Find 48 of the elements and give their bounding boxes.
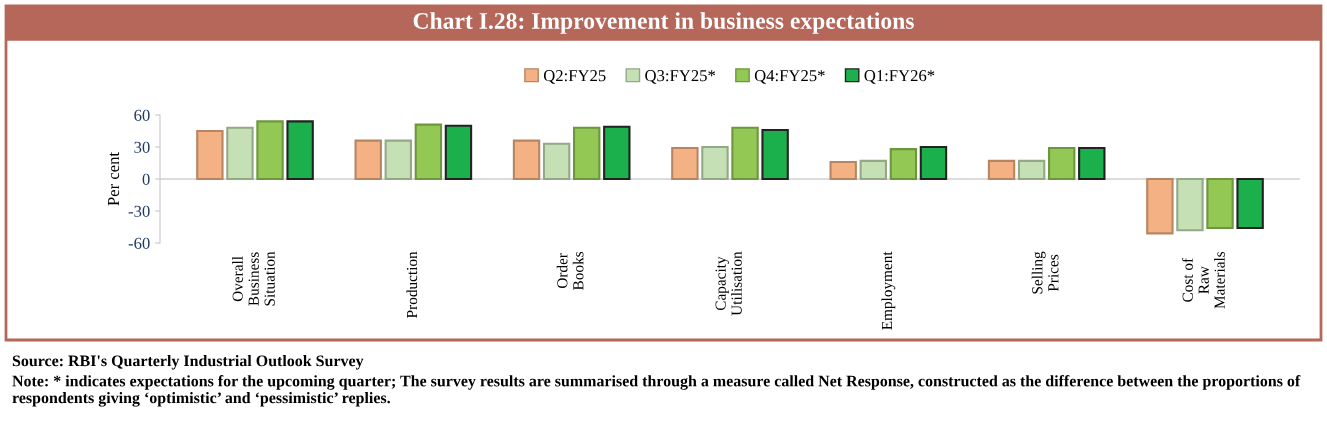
bar (889, 148, 918, 181)
bar (987, 159, 1016, 181)
bar (701, 145, 729, 181)
text: Note: * indicates expectations for the upcoming quarter; The survey results are summarised through a measure called Net Response, constructed as the difference between the proportions of respondents giving ‘optimistic’ and ‘pessimistic’ replies. (12, 375, 1301, 407)
bar (603, 125, 631, 181)
source-note: Source: RBI's Quarterly Industrial Outlook Survey (12, 355, 364, 370)
y-tick-label: 0 (142, 173, 150, 185)
x-tick-label: Cost of Raw Materials (1181, 251, 1225, 309)
bar (573, 126, 601, 181)
y-tick-label: -60 (128, 237, 150, 249)
x-tick-label: Capacity Utilisation (715, 251, 742, 316)
legend-label: Q4:FY25* (754, 70, 825, 84)
bar (512, 139, 541, 181)
bar (1017, 159, 1046, 181)
bar (1206, 177, 1234, 230)
bar (731, 126, 759, 181)
bar (859, 159, 887, 181)
bar (444, 124, 473, 181)
bar (671, 147, 699, 181)
y-tick-label: 30 (134, 141, 150, 153)
bar (196, 129, 224, 181)
y-tick-label: -30 (128, 205, 150, 217)
bar (286, 120, 314, 181)
bar (414, 123, 443, 181)
bar (1078, 147, 1106, 181)
bar (256, 120, 284, 181)
bar (829, 160, 857, 181)
bar (761, 128, 789, 181)
bar (1146, 177, 1174, 235)
x-tick-label: Selling Prices (1031, 251, 1059, 294)
bar (384, 139, 412, 181)
x-tick-label: Employment (881, 251, 896, 330)
bar (226, 126, 254, 181)
chart-title: Chart I.28: Improvement in business expectations (413, 12, 914, 34)
x-tick-label: Production (406, 251, 418, 318)
legend-label: Q3:FY25* (645, 70, 716, 84)
bar (354, 139, 382, 181)
legend-label: Q2:FY25 (543, 70, 606, 84)
legend-label: Q1:FY26* (864, 70, 935, 84)
y-axis-title: Per cent (108, 152, 120, 206)
bar (1176, 177, 1204, 232)
bar (1048, 147, 1076, 181)
x-tick-label: Overall Business Situation (232, 251, 275, 306)
y-tick-label: 60 (134, 109, 150, 121)
bar (542, 142, 571, 181)
bar (919, 145, 948, 181)
bar (1236, 177, 1264, 230)
x-tick-label: Order Books (556, 251, 584, 290)
